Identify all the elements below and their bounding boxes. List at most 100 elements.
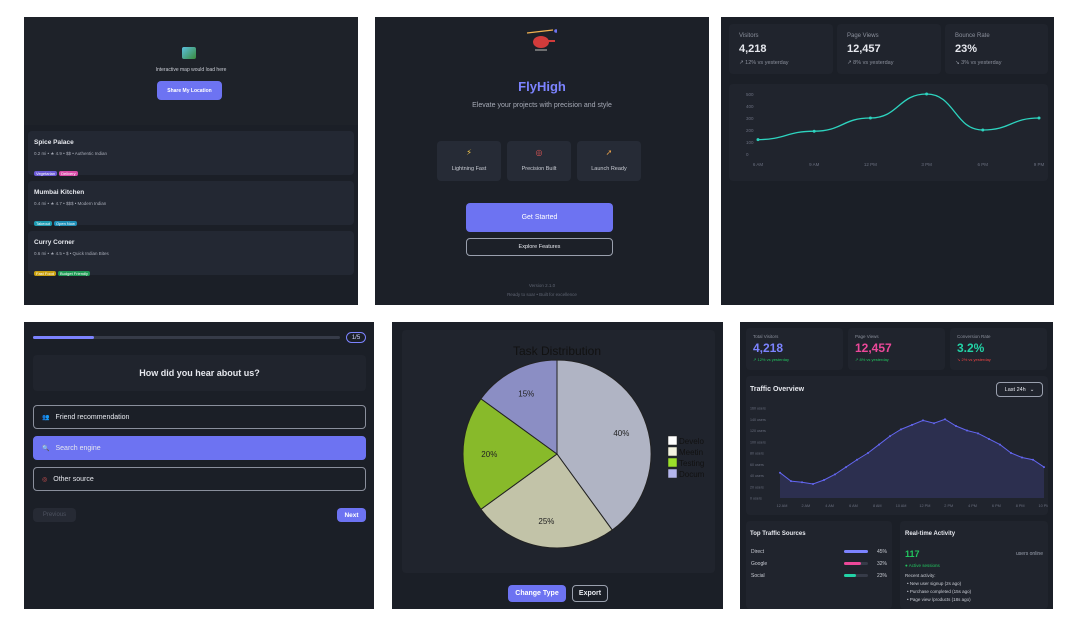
legend-swatch [667,468,678,479]
y-tick-label: 500 [746,92,754,97]
data-point[interactable] [801,481,803,484]
restaurant-tags: Fast Food Budget Friendly [34,262,92,280]
x-tick-label: 12 PM [864,162,877,167]
data-point[interactable] [999,443,1001,446]
source-bar-fill [844,574,857,577]
restaurant-meta: 0.4 mi • ★ 4.7 • $$$ • Modern Indian [34,201,107,206]
y-tick-label: 80 users [750,452,764,456]
share-location-button[interactable]: Share My Location [157,81,222,100]
tag-badge: Budget Friendly [58,271,91,276]
data-point[interactable] [933,422,935,425]
task-distribution-panel: Task Distribution 40% 25% 20% 15% Develo Meeti… [392,322,723,609]
stat-delta: ↗ 12% vs yesterday [753,357,790,362]
data-point[interactable] [834,473,836,476]
app-title: FlyHigh [518,79,566,94]
realtime-title: Real-time Activity [905,531,956,537]
source-name: Social [751,573,765,579]
y-tick-label: 140 users [750,418,766,422]
data-point[interactable] [1043,466,1045,469]
legend-label: Testing [679,459,704,468]
data-point[interactable] [845,466,847,469]
stat-label: Page Views [855,334,879,339]
restaurant-tags: Vegetarian Delivery [34,162,80,180]
data-point[interactable] [922,419,924,422]
data-point[interactable] [911,423,913,426]
restaurant-card[interactable]: Mumbai Kitchen 0.4 mi • ★ 4.7 • $$$ • Mod… [28,181,354,226]
data-point[interactable] [1032,458,1034,461]
y-tick-label: 100 users [750,440,766,444]
stat-value: 4,218 [753,341,784,355]
get-started-button[interactable]: Get Started [466,203,613,232]
data-point[interactable] [1021,456,1023,459]
export-button[interactable]: Export [572,585,608,602]
source-pct: 45% [876,549,887,555]
data-point[interactable] [790,480,792,483]
restaurant-card[interactable]: Spice Palace 0.2 mi • ★ 4.9 • $$ • Authen… [28,131,354,176]
x-tick-label: 10 PM [1039,504,1048,508]
data-point[interactable] [878,443,880,446]
tag-badge: Vegetarian [34,171,58,176]
online-label: users online [1016,551,1043,557]
target-icon: ◎ [42,476,48,483]
stat-label: Visitors [739,33,759,39]
data-point[interactable] [988,437,990,440]
pie-slice[interactable] [556,359,652,531]
source-bar-fill [844,550,868,553]
data-point[interactable] [867,452,869,454]
series-line [757,93,1040,141]
map-area[interactable]: Interactive map would load here Share My… [24,17,358,125]
pie-slice[interactable] [480,359,558,455]
source-bar-track [844,562,868,565]
data-point[interactable] [966,429,968,432]
data-point[interactable] [925,92,929,96]
feature-label: Precision Built [521,166,557,172]
previous-button[interactable]: Previous [33,508,76,522]
y-tick-label: 300 [746,116,754,121]
data-point[interactable] [812,482,814,485]
stat-value: 4,218 [739,43,767,55]
data-point[interactable] [889,435,891,438]
restaurant-name: Mumbai Kitchen [34,189,85,196]
survey-option[interactable]: ◎ Other source [33,467,366,491]
restaurant-name: Spice Palace [34,139,74,146]
data-point[interactable] [856,458,858,461]
pie-slice[interactable] [480,453,613,549]
active-sessions: ● Active sessions [905,563,940,568]
legend-swatch [667,446,678,457]
realtime-card: Real-time Activity 117 users online ● Ac… [900,521,1048,609]
source-bar-track [844,550,868,553]
legend-label: Meetin [679,448,703,457]
survey-option[interactable]: 🔍 Search engine [33,436,366,460]
pie-slice[interactable] [462,398,558,510]
restaurant-card[interactable]: Curry Corner 0.6 mi • ★ 4.5 • $ • Quick I… [28,231,354,276]
x-tick-label: 4 PM [968,504,977,508]
change-type-button[interactable]: Change Type [508,585,566,602]
x-tick-label: 6 AM [753,162,764,167]
data-point[interactable] [823,479,825,481]
data-point[interactable] [1010,452,1012,454]
data-point[interactable] [1037,116,1041,120]
data-point[interactable] [944,418,946,421]
range-select[interactable]: Last 24h ⌄ [996,382,1043,397]
analytics-stat-card: Total Visitors 4,218 ↗ 12% vs yesterday [746,328,843,370]
data-point[interactable] [900,428,902,431]
area-fill [780,419,1044,498]
data-point[interactable] [955,425,957,427]
stat-delta: ↗ 12% vs yesterday [739,60,789,66]
survey-option[interactable]: 👥 Friend recommendation [33,405,366,429]
next-button[interactable]: Next [337,508,366,522]
data-point[interactable] [779,471,781,474]
data-point[interactable] [977,432,979,435]
activity-item: • Page view /products (18s ago) [907,597,971,602]
data-point[interactable] [868,116,872,120]
data-point[interactable] [981,128,985,132]
data-point[interactable] [756,138,760,142]
visitors-dashboard-panel: Visitors 4,218 ↗ 12% vs yesterday Page View… [721,17,1054,305]
feature-card: ⚡ Lightning Fast [437,141,501,181]
slice-label: 40% [613,429,629,438]
data-point[interactable] [812,129,816,133]
stat-label: Conversion Rate [957,334,991,339]
explore-features-button[interactable]: Explore Features [466,238,613,256]
legend-label: Develo [679,437,704,446]
analytics-stat-card: Page Views 12,457 ↗ 8% vs yesterday [848,328,945,370]
